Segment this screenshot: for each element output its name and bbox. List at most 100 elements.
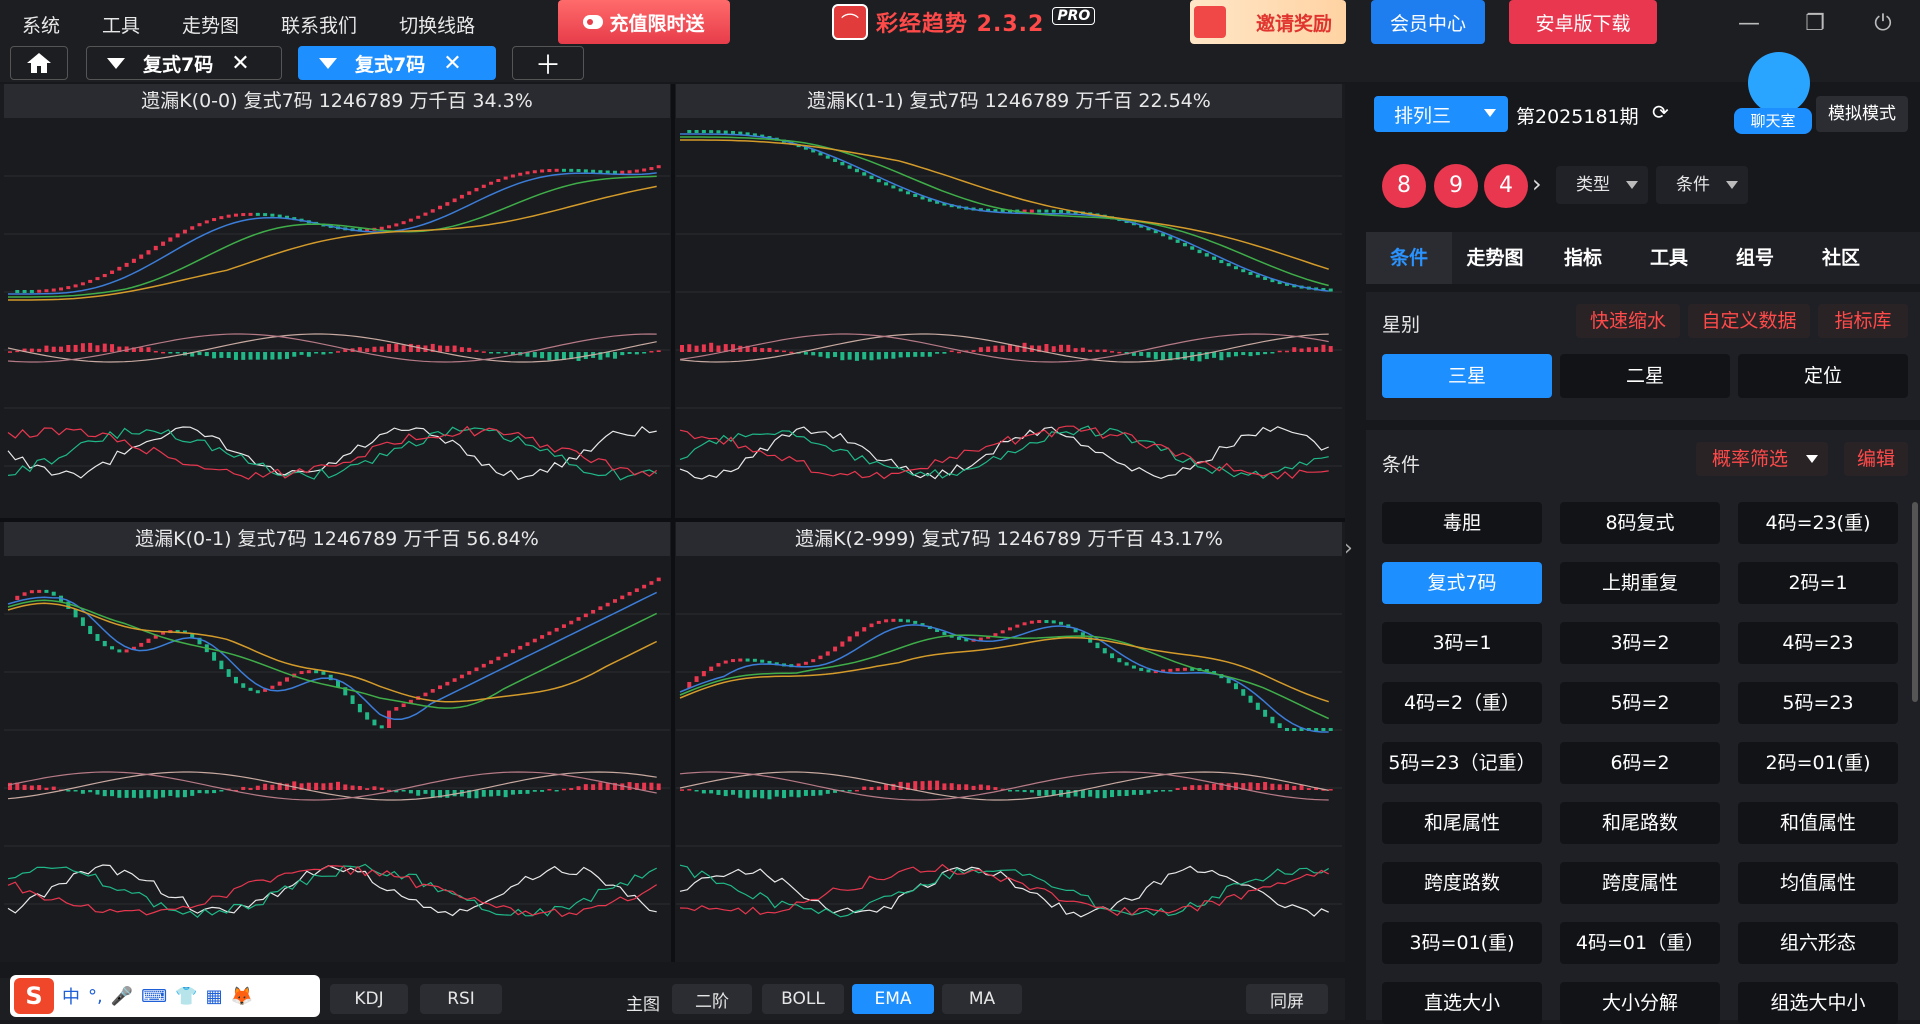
chevron-right-icon[interactable]: › <box>1532 170 1542 198</box>
simulation-mode-button[interactable]: 模拟模式 <box>1816 96 1908 132</box>
tab-dropdown-icon[interactable] <box>107 57 125 69</box>
close-icon[interactable]: ✕ <box>231 50 250 76</box>
condition-dropdown[interactable]: 条件 <box>1656 166 1748 204</box>
tab-fushi7-2[interactable]: 复式7码 ✕ <box>298 46 496 80</box>
quick-shrink-button[interactable]: 快速缩水 <box>1576 304 1680 338</box>
condition-item[interactable]: 5码=2 <box>1560 682 1720 724</box>
condition-item[interactable]: 组选大中小 <box>1738 982 1898 1024</box>
collapse-arrow-icon[interactable]: › <box>1344 536 1353 561</box>
keyboard-icon[interactable]: ⌨ <box>141 985 168 1007</box>
chart-canvas[interactable] <box>676 118 1342 518</box>
custom-data-button[interactable]: 自定义数据 <box>1688 304 1810 338</box>
refresh-icon[interactable]: ⟳ <box>1652 100 1669 124</box>
minimize-icon[interactable]: — <box>1738 10 1760 36</box>
edit-button[interactable]: 编辑 <box>1844 442 1908 476</box>
rsi-button[interactable]: RSI <box>420 984 502 1014</box>
tab-tools[interactable]: 工具 <box>1649 247 1688 269</box>
tab-trend[interactable]: 走势图 <box>1466 247 1524 269</box>
tab-conditions[interactable]: 条件 <box>1366 232 1452 284</box>
recharge-promo-button[interactable]: 充值限时送 <box>558 0 730 44</box>
macd-bar <box>547 352 552 361</box>
condition-item[interactable]: 4码=01（重） <box>1560 922 1720 964</box>
power-icon[interactable]: ⏻ <box>1874 10 1892 36</box>
menu-system[interactable]: 系统 <box>22 15 61 37</box>
ime-punct-icon[interactable]: °, <box>88 985 103 1007</box>
menu-switch-line[interactable]: 切换线路 <box>399 15 476 37</box>
condition-item[interactable]: 5码=23（记重） <box>1382 742 1542 784</box>
condition-item[interactable]: 跨度属性 <box>1560 862 1720 904</box>
chart-canvas[interactable] <box>4 556 670 956</box>
condition-item[interactable]: 毒胆 <box>1382 502 1542 544</box>
condition-item[interactable]: 上期重复 <box>1560 562 1720 604</box>
lottery-select[interactable]: 排列三 <box>1374 96 1508 132</box>
probability-filter-dropdown[interactable]: 概率筛选 <box>1696 442 1828 476</box>
indicator-library-button[interactable]: 指标库 <box>1818 304 1908 338</box>
condition-item[interactable]: 4码=23(重) <box>1738 502 1898 544</box>
ime-logo[interactable]: S <box>14 978 54 1014</box>
kdj-button[interactable]: KDJ <box>330 984 408 1014</box>
scrollbar[interactable] <box>1912 502 1918 702</box>
tab-fushi7-1[interactable]: 复式7码 ✕ <box>86 46 282 80</box>
condition-item[interactable]: 和尾属性 <box>1382 802 1542 844</box>
tab-community[interactable]: 社区 <box>1821 247 1860 269</box>
apps-grid-icon[interactable]: ▦ <box>205 985 223 1007</box>
condition-item[interactable]: 复式7码 <box>1382 562 1542 604</box>
condition-item[interactable]: 8码复式 <box>1560 502 1720 544</box>
macd-bar <box>862 786 867 790</box>
add-tab-button[interactable]: ＋ <box>512 46 584 81</box>
chart-panel-3[interactable]: 遗漏K(2-999) 复式7码 1246789 万千百 43.17% <box>676 522 1342 958</box>
chart-panel-0[interactable]: 遗漏K(0-0) 复式7码 1246789 万千百 34.3% <box>4 84 670 520</box>
tab-dropdown-icon[interactable] <box>319 57 337 69</box>
menu-trend[interactable]: 走势图 <box>182 15 240 37</box>
condition-item[interactable]: 和尾路数 <box>1560 802 1720 844</box>
home-tab[interactable] <box>10 46 68 80</box>
macd-bar <box>299 783 304 790</box>
condition-item[interactable]: 大小分解 <box>1560 982 1720 1024</box>
type-dropdown[interactable]: 类型 <box>1556 166 1648 204</box>
condition-item[interactable]: 直选大小 <box>1382 982 1542 1024</box>
chart-panel-1[interactable]: 遗漏K(1-1) 复式7码 1246789 万千百 22.54% <box>676 84 1342 520</box>
condition-item[interactable]: 5码=23 <box>1738 682 1898 724</box>
position-option[interactable]: 定位 <box>1738 354 1908 398</box>
condition-item[interactable]: 跨度路数 <box>1382 862 1542 904</box>
condition-item[interactable]: 6码=2 <box>1560 742 1720 784</box>
chart-panel-2[interactable]: 遗漏K(0-1) 复式7码 1246789 万千百 56.84% <box>4 522 670 958</box>
condition-item[interactable]: 3码=2 <box>1560 622 1720 664</box>
chart-canvas[interactable] <box>676 556 1342 956</box>
close-icon[interactable]: ✕ <box>443 50 462 76</box>
mascot-icon[interactable]: 🦊 <box>230 985 253 1007</box>
macd-bar <box>803 790 808 796</box>
macd-bar <box>66 790 71 792</box>
microphone-icon[interactable]: 🎤 <box>110 985 134 1007</box>
condition-item[interactable]: 4码=23 <box>1738 622 1898 664</box>
condition-item[interactable]: 3码=1 <box>1382 622 1542 664</box>
invite-reward-button[interactable]: 邀请奖励 <box>1190 0 1346 44</box>
condition-item[interactable]: 3码=01(重) <box>1382 922 1542 964</box>
second-order-button[interactable]: 二阶 <box>672 984 752 1014</box>
vip-center-button[interactable]: 会员中心 <box>1371 0 1485 44</box>
tab-group-number[interactable]: 组号 <box>1735 247 1774 269</box>
chat-room-button[interactable]: 聊天室 <box>1730 52 1826 142</box>
macd-bar <box>124 346 129 352</box>
android-download-button[interactable]: 安卓版下载 <box>1509 0 1657 44</box>
macd-bar <box>161 790 166 798</box>
ema-button[interactable]: EMA <box>852 984 934 1014</box>
ma-button[interactable]: MA <box>942 984 1022 1014</box>
maximize-icon[interactable]: ❐ <box>1805 10 1825 36</box>
skin-icon[interactable]: 👕 <box>175 985 198 1007</box>
three-star-option[interactable]: 三星 <box>1382 354 1552 398</box>
condition-item[interactable]: 2码=1 <box>1738 562 1898 604</box>
chart-canvas[interactable] <box>4 118 670 518</box>
menu-tools[interactable]: 工具 <box>102 15 141 37</box>
condition-item[interactable]: 2码=01(重) <box>1738 742 1898 784</box>
condition-item[interactable]: 和值属性 <box>1738 802 1898 844</box>
ime-lang-icon[interactable]: 中 <box>62 987 80 1008</box>
condition-item[interactable]: 4码=2（重） <box>1382 682 1542 724</box>
same-screen-button[interactable]: 同屏 <box>1246 984 1328 1014</box>
tab-indicators[interactable]: 指标 <box>1563 247 1602 269</box>
condition-item[interactable]: 均值属性 <box>1738 862 1898 904</box>
menu-contact[interactable]: 联系我们 <box>281 15 358 37</box>
condition-item[interactable]: 组六形态 <box>1738 922 1898 964</box>
two-star-option[interactable]: 二星 <box>1560 354 1730 398</box>
boll-button[interactable]: BOLL <box>762 984 844 1014</box>
